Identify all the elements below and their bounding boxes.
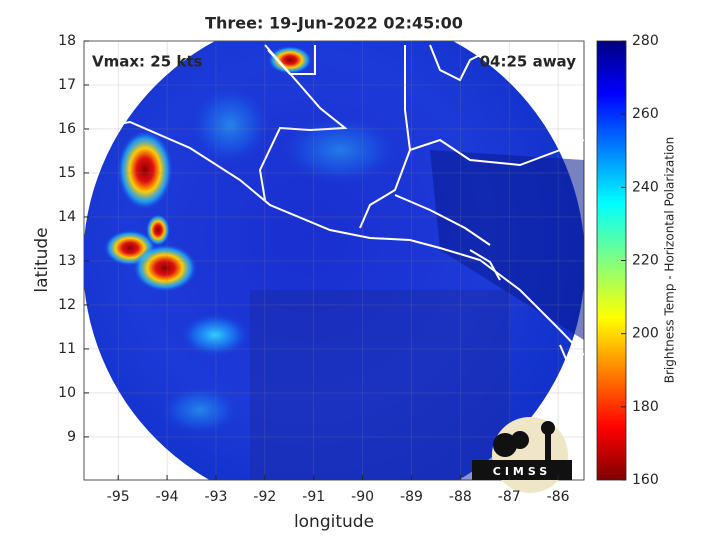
colorbar-tick-label: 240 (632, 179, 659, 195)
y-tick-label: 17 (58, 77, 76, 93)
satellite-image (84, 41, 584, 480)
colorbar-tick-label: 260 (632, 106, 659, 122)
x-tick-label: -86 (547, 489, 570, 505)
colorbar-tick-label: 180 (632, 399, 659, 415)
x-tick-label: -87 (498, 489, 521, 505)
y-tick-label: 18 (58, 33, 76, 49)
x-tick-label: -94 (156, 489, 179, 505)
y-tick-label: 12 (58, 297, 76, 313)
title: Three: 19-Jun-2022 02:45:00 (205, 14, 463, 33)
coastlines (84, 44, 584, 401)
colorbar-label: Brightness Temp - Horizontal Polarizatio… (663, 137, 677, 384)
y-tick-label: 9 (67, 429, 76, 445)
colorbar-tick-label: 220 (632, 253, 659, 269)
y-tick-label: 11 (58, 341, 76, 357)
x-tick-label: -88 (449, 489, 472, 505)
y-tick-label: 15 (58, 165, 76, 181)
y-axis-label: latitude (32, 227, 52, 292)
vmax-annotation: Vmax: 25 kts (92, 53, 202, 71)
logo-text: CIMSS (493, 465, 551, 478)
time-annotation: 04:25 away (480, 53, 577, 71)
x-axis-label: longitude (294, 512, 374, 532)
x-tick-label: -95 (107, 489, 130, 505)
y-tick-label: 13 (58, 253, 76, 269)
colorbar-tick-label: 200 (632, 326, 659, 342)
colorbar-tick-label: 280 (632, 33, 659, 49)
y-tick-label: 10 (58, 385, 76, 401)
x-tick-label: -92 (253, 489, 276, 505)
y-tick-label: 14 (58, 209, 76, 225)
x-tick-label: -91 (302, 489, 325, 505)
y-tick-label: 16 (58, 121, 76, 137)
x-tick-label: -89 (400, 489, 423, 505)
grid (84, 40, 584, 480)
colorbar-tick-label: 160 (632, 472, 659, 488)
x-tick-label: -93 (205, 489, 228, 505)
x-tick-label: -90 (351, 489, 374, 505)
logo: CIMSS (472, 417, 572, 493)
